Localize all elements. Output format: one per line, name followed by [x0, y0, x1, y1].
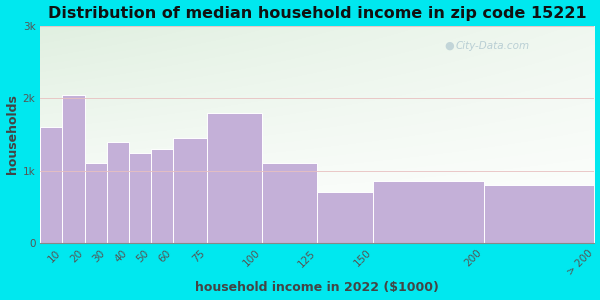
Bar: [85, 164, 107, 243]
X-axis label: household income in 2022 ($1000): household income in 2022 ($1000): [196, 281, 439, 294]
Bar: [62, 94, 85, 243]
Title: Distribution of median household income in zip code 15221: Distribution of median household income …: [48, 6, 587, 21]
Bar: [173, 138, 206, 243]
Bar: [262, 164, 317, 243]
Bar: [317, 192, 373, 243]
Bar: [373, 182, 484, 243]
Bar: [129, 152, 151, 243]
Bar: [107, 142, 129, 243]
Bar: [151, 149, 173, 243]
Bar: [206, 113, 262, 243]
Bar: [40, 127, 62, 243]
Text: City-Data.com: City-Data.com: [456, 41, 530, 51]
Y-axis label: households: households: [5, 94, 19, 174]
Text: ●: ●: [445, 41, 455, 51]
Bar: [484, 185, 595, 243]
